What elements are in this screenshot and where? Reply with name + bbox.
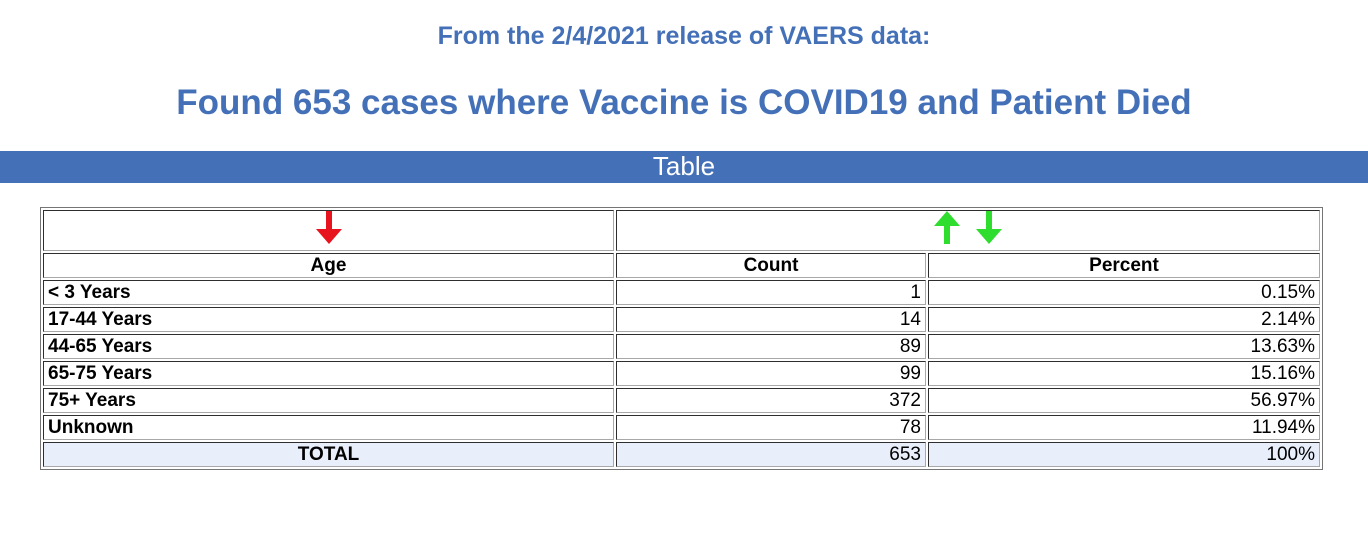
page-title: Found 653 cases where Vaccine is COVID19… <box>176 83 1192 122</box>
total-count-value: 653 <box>616 442 926 467</box>
percent-value: 15.16% <box>928 361 1320 386</box>
sort-arrows-row <box>43 210 1320 251</box>
table-row: < 3 Years 1 0.15% <box>43 280 1320 305</box>
table-header-row: Age Count Percent <box>43 253 1320 278</box>
age-sort-cell <box>43 210 614 251</box>
total-row: TOTAL 653 100% <box>43 442 1320 467</box>
percent-value: 2.14% <box>928 307 1320 332</box>
age-label: < 3 Years <box>43 280 614 305</box>
table-row: 65-75 Years 99 15.16% <box>43 361 1320 386</box>
value-sort-cell <box>616 210 1320 251</box>
total-label: TOTAL <box>43 442 614 467</box>
age-label: 17-44 Years <box>43 307 614 332</box>
table-row: 44-65 Years 89 13.63% <box>43 334 1320 359</box>
count-value: 99 <box>616 361 926 386</box>
count-value: 1 <box>616 280 926 305</box>
release-subtitle: From the 2/4/2021 release of VAERS data: <box>437 22 931 50</box>
count-value: 78 <box>616 415 926 440</box>
count-value: 372 <box>616 388 926 413</box>
age-breakdown-table: Age Count Percent < 3 Years 1 0.15% 17-4… <box>40 207 1323 470</box>
age-label: 44-65 Years <box>43 334 614 359</box>
sort-value-descending-icon[interactable] <box>976 211 1002 250</box>
table-row: Unknown 78 11.94% <box>43 415 1320 440</box>
count-value: 89 <box>616 334 926 359</box>
percent-value: 13.63% <box>928 334 1320 359</box>
column-header-age: Age <box>43 253 614 278</box>
table-section-label: Table <box>652 151 716 181</box>
count-value: 14 <box>616 307 926 332</box>
total-percent-value: 100% <box>928 442 1320 467</box>
sort-value-ascending-icon[interactable] <box>934 211 960 250</box>
table-row: 17-44 Years 14 2.14% <box>43 307 1320 332</box>
table-section-bar: Table <box>0 151 1368 183</box>
sort-age-descending-icon[interactable] <box>315 211 342 250</box>
percent-value: 0.15% <box>928 280 1320 305</box>
age-label: 65-75 Years <box>43 361 614 386</box>
percent-value: 11.94% <box>928 415 1320 440</box>
column-header-count: Count <box>616 253 926 278</box>
percent-value: 56.97% <box>928 388 1320 413</box>
table-row: 75+ Years 372 56.97% <box>43 388 1320 413</box>
age-label: Unknown <box>43 415 614 440</box>
column-header-percent: Percent <box>928 253 1320 278</box>
age-label: 75+ Years <box>43 388 614 413</box>
